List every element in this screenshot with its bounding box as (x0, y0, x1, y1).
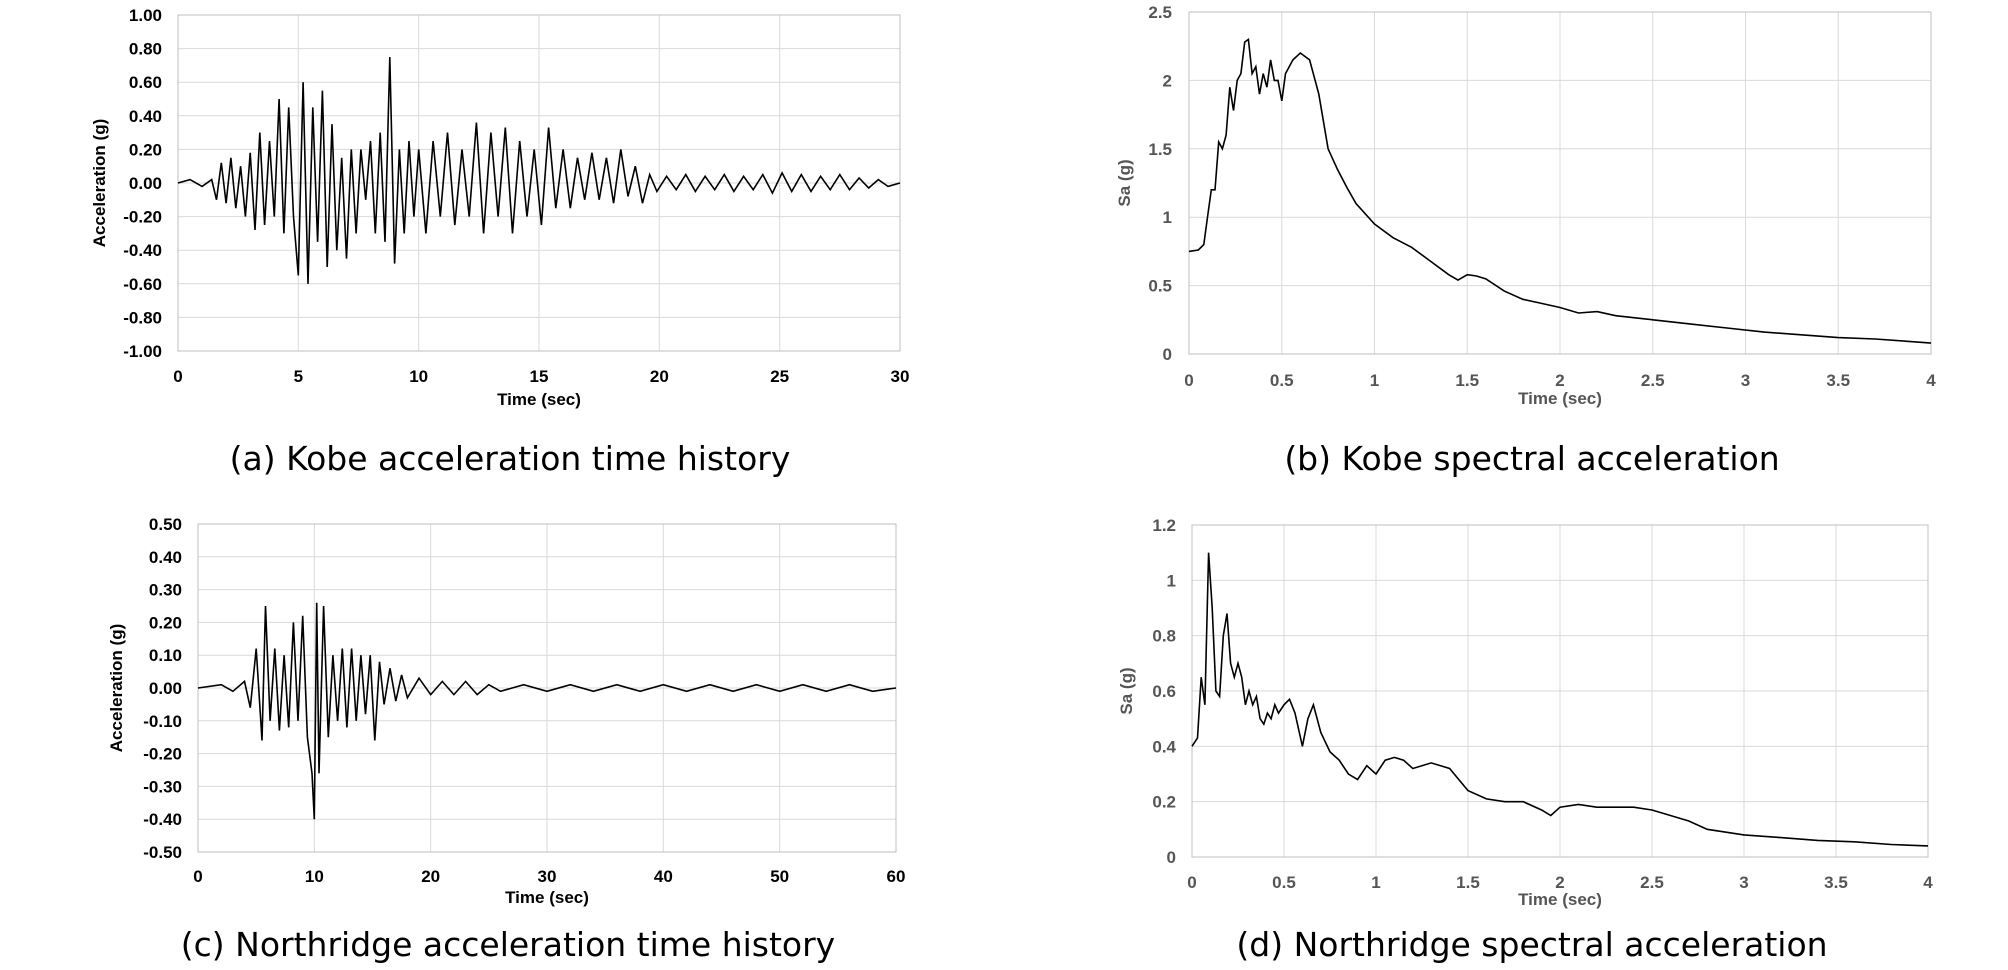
x-tick-label: 3 (1739, 873, 1748, 892)
chart-caption: (d) Northridge spectral acceleration (1236, 925, 1827, 964)
x-tick-label: 30 (891, 367, 910, 386)
x-tick-label: 20 (421, 867, 440, 886)
x-tick-label: 0 (173, 367, 182, 386)
y-tick-label: 0.20 (149, 613, 182, 632)
y-tick-label: 0.00 (149, 679, 182, 698)
x-tick-label: 10 (305, 867, 324, 886)
y-tick-label: -0.80 (123, 308, 162, 327)
y-tick-label: 0.40 (129, 107, 162, 126)
y-tick-label: 0.4 (1152, 737, 1176, 756)
x-tick-label: 3 (1741, 371, 1750, 390)
x-tick-label: 2.5 (1641, 371, 1665, 390)
chart-caption: (b) Kobe spectral acceleration (1284, 439, 1779, 478)
y-tick-label: 2.5 (1148, 3, 1172, 22)
x-tick-label: 30 (538, 867, 557, 886)
y-tick-label: -0.10 (143, 712, 182, 731)
x-tick-label: 4 (1923, 873, 1933, 892)
x-axis-label: Time (sec) (1518, 389, 1602, 408)
x-tick-label: 25 (770, 367, 789, 386)
x-tick-label: 40 (654, 867, 673, 886)
y-tick-label: -0.20 (143, 745, 182, 764)
y-tick-label: -0.20 (123, 208, 162, 227)
y-tick-label: 0.5 (1148, 277, 1172, 296)
x-axis-label: Time (sec) (1518, 890, 1602, 909)
y-tick-label: 1.5 (1148, 140, 1172, 159)
y-tick-label: 0.6 (1152, 682, 1176, 701)
chart-panel-a: 0 5 10 15 20 25 30 1.00 0.80 0.60 0.40 0.20 0.00 -0.2… (90, 6, 909, 478)
y-tick-label: 2 (1163, 71, 1172, 90)
chart-panel-b: 0 0.5 1 1.5 2 2.5 3 3.5 4 2.5 2 1.5 1 0.5 0 Time (sec) S… (1115, 3, 1936, 478)
x-tick-label: 4 (1926, 371, 1936, 390)
plot-frame (1188, 11, 1932, 355)
x-tick-label: 10 (409, 367, 428, 386)
x-tick-label: 50 (770, 867, 789, 886)
x-axis-label: Time (sec) (497, 390, 581, 409)
x-axis-label: Time (sec) (505, 888, 589, 907)
x-tick-label: 2.5 (1640, 873, 1664, 892)
series-line (197, 602, 897, 820)
x-tick-label: 2 (1555, 371, 1564, 390)
y-axis-label: Acceleration (g) (107, 624, 126, 752)
x-tick-label: 1 (1371, 873, 1380, 892)
y-tick-label: 0 (1163, 345, 1172, 364)
y-tick-label: 0.40 (149, 548, 182, 567)
y-axis-label: Sa (g) (1115, 159, 1134, 206)
y-tick-label: -0.30 (143, 777, 182, 796)
chart-panel-c: 0 10 20 30 40 50 60 0.50 0.40 0.30 0.20 0.10 0.00 -0.… (107, 515, 905, 964)
y-tick-label: 1 (1163, 208, 1172, 227)
series-line (1188, 37, 1932, 344)
y-tick-label: -0.50 (143, 843, 182, 862)
x-tick-label: 0.5 (1272, 873, 1296, 892)
x-tick-label: 3.5 (1826, 371, 1850, 390)
y-tick-label: 0.50 (149, 515, 182, 534)
y-axis-label: Sa (g) (1117, 667, 1136, 714)
x-tick-label: 3.5 (1824, 873, 1848, 892)
x-tick-label: 15 (530, 367, 549, 386)
y-axis-label: Acceleration (g) (90, 119, 109, 247)
x-tick-label: 20 (650, 367, 669, 386)
series-line (177, 56, 901, 284)
y-tick-label: 1.2 (1152, 516, 1176, 535)
chart-panel-d: 0 0.5 1 1.5 2 2.5 3 3.5 4 1.2 1 0.8 0.6 0.4 0.2 0 Time (… (1117, 516, 1933, 964)
y-tick-label: 0.80 (129, 40, 162, 59)
y-tick-label: 1 (1167, 571, 1176, 590)
y-tick-label: 0.30 (149, 581, 182, 600)
y-tick-label: 0.8 (1152, 627, 1176, 646)
y-tick-label: -0.40 (143, 810, 182, 829)
y-tick-label: 0.2 (1152, 793, 1176, 812)
x-tick-label: 1.5 (1455, 371, 1479, 390)
chart-caption: (c) Northridge acceleration time history (181, 925, 835, 964)
plot-frame (1191, 524, 1929, 858)
y-tick-label: 0.20 (129, 140, 162, 159)
chart-caption: (a) Kobe acceleration time history (230, 439, 791, 478)
y-tick-label: 0.00 (129, 174, 162, 193)
x-tick-label: 0.5 (1270, 371, 1294, 390)
x-tick-label: 2 (1555, 873, 1564, 892)
x-tick-label: 0 (1187, 873, 1196, 892)
x-tick-label: 0 (1184, 371, 1193, 390)
x-tick-label: 0 (193, 867, 202, 886)
y-tick-label: -1.00 (123, 342, 162, 361)
x-tick-label: 1.5 (1456, 873, 1480, 892)
series-line (1191, 552, 1929, 847)
y-tick-label: 0 (1167, 848, 1176, 867)
y-tick-label: 0.10 (149, 646, 182, 665)
y-tick-label: 1.00 (129, 6, 162, 25)
y-tick-label: -0.60 (123, 275, 162, 294)
x-tick-label: 60 (887, 867, 906, 886)
x-tick-label: 1 (1370, 371, 1379, 390)
y-tick-label: -0.40 (123, 241, 162, 260)
x-tick-label: 5 (294, 367, 303, 386)
y-tick-label: 0.60 (129, 73, 162, 92)
